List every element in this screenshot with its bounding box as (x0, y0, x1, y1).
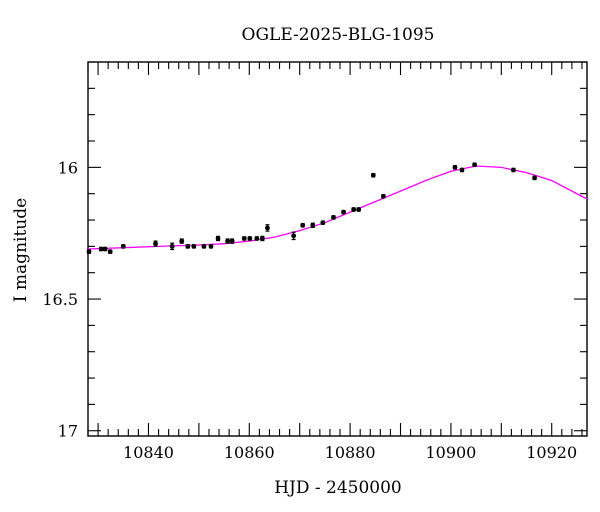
data-point (102, 246, 108, 252)
data-point-marker (331, 214, 336, 220)
data-points-group (86, 162, 537, 255)
data-point-marker (254, 236, 260, 241)
data-point-marker (107, 249, 113, 255)
data-point (310, 222, 316, 229)
data-point (185, 243, 191, 249)
y-tick-labels: 16 16.5 17 (42, 158, 78, 440)
data-point (320, 220, 326, 226)
data-point (191, 243, 197, 249)
data-point-marker (185, 243, 191, 249)
x-tick-label: 10900 (425, 443, 476, 462)
data-point-marker (102, 246, 108, 252)
data-point (331, 214, 336, 220)
data-point (201, 243, 207, 249)
data-point-marker (300, 222, 306, 228)
data-point (291, 231, 297, 241)
plot-area (86, 61, 588, 437)
data-point (459, 167, 465, 173)
data-point-marker (208, 243, 214, 249)
data-point (356, 207, 362, 212)
data-point-marker (247, 236, 253, 241)
data-point (452, 164, 458, 170)
data-point (265, 224, 270, 232)
data-point-marker (229, 238, 235, 244)
data-point (247, 236, 253, 241)
data-point (179, 238, 185, 244)
axis-ticks-group (87, 61, 587, 436)
data-point-marker (351, 207, 357, 212)
data-point (254, 236, 260, 241)
data-point-marker (259, 236, 265, 241)
data-point (169, 242, 175, 251)
data-point (215, 235, 221, 242)
data-point (229, 238, 235, 244)
y-axis-label: I magnitude (11, 198, 31, 302)
data-point (380, 193, 386, 199)
data-point (225, 238, 231, 244)
x-tick-label: 10840 (123, 443, 174, 462)
y-tick-label: 17 (58, 422, 78, 441)
plot-frame (87, 61, 588, 437)
data-point-marker (320, 220, 326, 226)
y-tick-label: 16 (58, 158, 78, 177)
data-point (472, 162, 477, 168)
data-point-marker (341, 209, 346, 215)
data-point (86, 249, 92, 255)
data-point-marker (380, 193, 386, 199)
x-tick-labels: 10840 10860 10880 10900 10920 (123, 443, 577, 462)
data-point-marker (452, 164, 458, 170)
data-point (259, 235, 265, 242)
data-point-marker (356, 207, 362, 212)
data-point-marker (179, 238, 185, 244)
data-point (341, 209, 346, 215)
data-point (511, 167, 516, 173)
data-point-marker (201, 243, 207, 249)
x-tick-label: 10920 (526, 443, 577, 462)
y-tick-label: 16.5 (42, 290, 78, 309)
data-point (98, 246, 104, 252)
data-point-marker (98, 246, 104, 252)
data-point (153, 240, 158, 247)
data-point-marker (459, 167, 465, 173)
data-point-marker (532, 175, 537, 181)
data-point-marker (291, 233, 297, 239)
data-point-marker (310, 222, 316, 228)
model-curve-group (87, 165, 588, 250)
data-point-marker (511, 167, 516, 173)
data-point-marker (215, 236, 221, 241)
data-point (107, 249, 113, 255)
data-point-marker (120, 243, 126, 249)
data-point-marker (241, 236, 247, 241)
data-point (241, 236, 247, 241)
model-curve (87, 165, 588, 250)
data-point (300, 222, 306, 228)
chart-title: OGLE-2025-BLG-1095 (242, 25, 435, 45)
data-point-marker (169, 243, 175, 249)
data-point-marker (153, 241, 158, 247)
data-point-marker (370, 172, 376, 178)
data-point (351, 207, 357, 212)
x-tick-label: 10860 (224, 443, 275, 462)
data-point (370, 172, 376, 178)
x-axis-label: HJD - 2450000 (274, 478, 402, 498)
data-point-marker (472, 162, 477, 168)
data-point (120, 243, 126, 249)
data-point-marker (225, 238, 231, 244)
data-point-marker (86, 249, 92, 255)
data-point-marker (191, 243, 197, 249)
x-tick-label: 10880 (325, 443, 376, 462)
data-point-marker (265, 225, 270, 231)
data-point (208, 243, 214, 249)
data-point (532, 175, 537, 181)
